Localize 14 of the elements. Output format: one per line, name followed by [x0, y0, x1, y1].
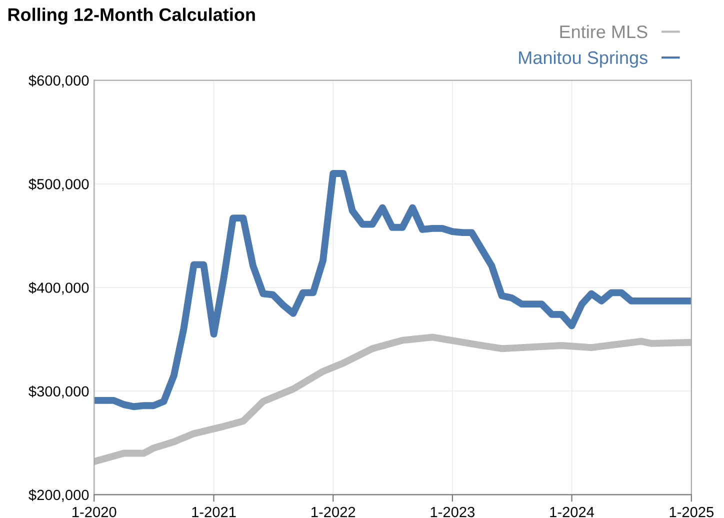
y-tick-label: $300,000: [28, 386, 89, 398]
x-tick-label: 1-2025: [670, 506, 714, 518]
x-tick-label: 1-2020: [72, 506, 116, 518]
legend-label: Entire MLS: [560, 24, 648, 38]
chart-title: Rolling 12-Month Calculation: [8, 8, 255, 25]
y-tick-label: $400,000: [28, 282, 89, 295]
x-tick-label: 1-2024: [550, 506, 594, 518]
x-tick-label: 1-2023: [430, 506, 474, 518]
y-tick-label: $600,000: [28, 74, 89, 88]
y-tick-label: $500,000: [28, 178, 89, 192]
y-tick-label: $200,000: [28, 489, 89, 502]
x-tick-label: 1-2021: [192, 506, 236, 518]
x-tick-label: 1-2022: [312, 506, 356, 518]
legend-label: Manitou Springs: [519, 50, 648, 68]
